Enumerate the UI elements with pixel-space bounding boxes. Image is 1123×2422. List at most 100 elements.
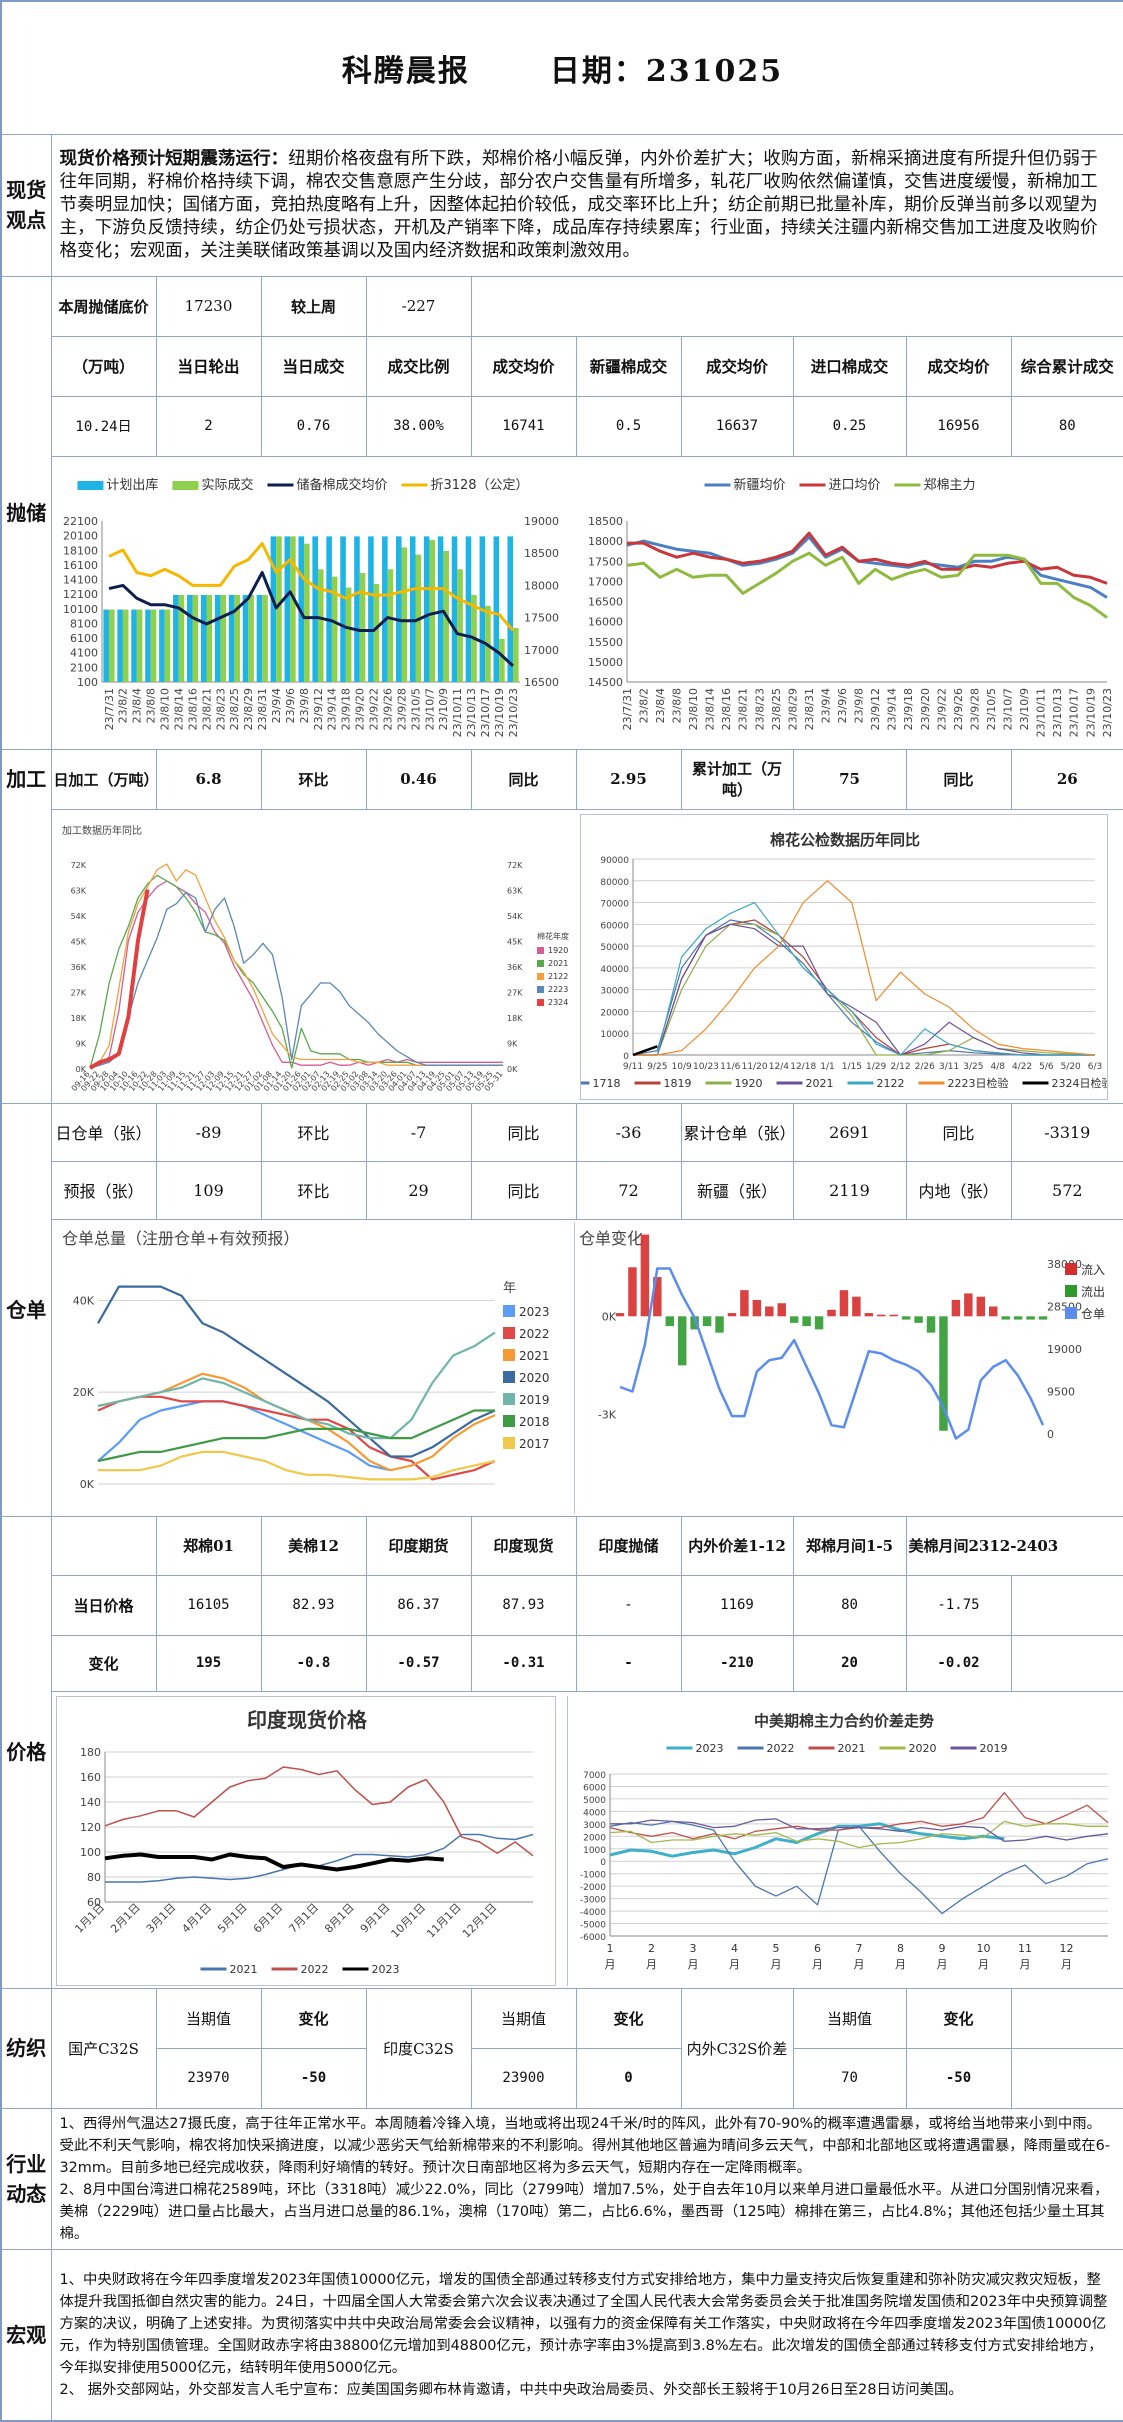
reserve-header: （万吨） [50, 335, 157, 397]
y-tick-label: 63K [70, 886, 86, 895]
x-tick-label: 3月1日 [143, 1900, 178, 1935]
processing-label: 同比 [470, 748, 577, 810]
price-change-value: - [575, 1634, 682, 1692]
x-tick-label: 23/9/18 [339, 688, 352, 730]
processing-label: 累计加工（万吨） [680, 748, 794, 810]
legend-label: 2023 [519, 1305, 550, 1319]
legend-label: 郑棉主力 [923, 478, 975, 493]
x-tick-label: 12/4 [768, 1062, 788, 1072]
y2-tick-label: 0 [1047, 1428, 1054, 1441]
series-line-2122 [632, 901, 1095, 1056]
y-tick-label: 0K [79, 1478, 94, 1491]
price-change-value: -0.8 [260, 1634, 367, 1692]
x-tick-label: 23/9/26 [381, 688, 394, 730]
textile-item-name: 国产C32S [50, 1987, 157, 2109]
bar-计划出库 [451, 535, 457, 682]
outflow-bar [1025, 1315, 1035, 1320]
textile-item-name: 印度C32S [365, 1987, 472, 2109]
price-header: 美棉月间2312-2403 [905, 1515, 1123, 1576]
series-line-2020 [609, 1820, 1108, 1848]
x-tick-label: 8 [897, 1942, 904, 1955]
x-tick-label: 23/10/17 [479, 688, 492, 737]
series-line-2019 [609, 1817, 1108, 1842]
x-tick-label: 23/10/7 [423, 688, 436, 730]
series-line-2021 [609, 1791, 1108, 1839]
y-tick-label: 7000 [583, 1771, 606, 1781]
price-header: 郑棉01 [155, 1515, 262, 1576]
reserve-header: 成交均价 [470, 335, 577, 397]
x-tick-label: 23/8/25 [228, 688, 241, 730]
bar-计划出库 [311, 535, 318, 682]
legend-label: 1819 [663, 1077, 691, 1090]
change-label: 变化 [905, 1987, 1012, 2049]
y2-tick-label: 18K [507, 1014, 523, 1023]
x-tick-label: 23/9/12 [311, 688, 324, 730]
x-tick-label: 2月1日 [108, 1900, 143, 1935]
x-tick-label: 11 [1018, 1942, 1032, 1955]
inflow-bar [777, 1302, 786, 1316]
y-tick-label: 16500 [588, 595, 623, 608]
x-tick-label: 10/9 [671, 1062, 691, 1072]
y2-tick-label: 19000 [524, 515, 559, 528]
y2-tick-label: 72K [507, 861, 523, 870]
textile-current-value: 23970 [155, 2047, 262, 2109]
y-tick-label: -6000 [579, 1933, 605, 1943]
label-macro: 宏观 [0, 2248, 52, 2422]
x-tick-label: 23/9/8 [297, 687, 310, 722]
y-tick-label: 72K [70, 861, 86, 870]
legend-label: 2020 [519, 1371, 550, 1385]
price-change-value: -210 [680, 1634, 794, 1692]
warehouse-label: 同比 [470, 1160, 577, 1220]
textile-change-value: -50 [260, 2047, 367, 2109]
warehouse-label: 累计仓单（张） [680, 1102, 794, 1162]
x-tick-label: 23/10/13 [465, 688, 478, 737]
x-tick-label: 4/8 [990, 1062, 1005, 1072]
bar-计划出库 [102, 609, 109, 682]
y-tick-label: 18500 [588, 515, 623, 528]
empty-cell [50, 1515, 157, 1576]
inflow-bar [739, 1289, 749, 1316]
chart-title: 中美期棉主力合约价差走势 [753, 1712, 933, 1730]
x-tick-label: 5月1日 [215, 1900, 250, 1935]
y-tick-label: 14100 [63, 573, 98, 586]
price-today-value: 80 [792, 1574, 907, 1636]
series-line-仓单 [619, 1266, 1044, 1440]
auction-chart: 1002100410061008100101001210014100161001… [63, 477, 559, 737]
x-tick-label: 23/8/31 [802, 688, 815, 730]
x-tick-label: 12 [1059, 1942, 1073, 1955]
outflow-bar [814, 1315, 823, 1329]
y2-tick-label: 36K [507, 963, 523, 972]
y-tick-label: -5000 [579, 1920, 605, 1930]
x-tick-label: 8月1日 [322, 1900, 357, 1935]
y-tick-label: 18K [70, 1014, 86, 1023]
x-tick-label: 23/8/25 [769, 688, 782, 730]
x-tick-label: 4月1日 [179, 1900, 214, 1935]
processing-value: 26 [1010, 748, 1123, 810]
x-tick-label: 23/10/17 [1067, 688, 1080, 737]
bar-实际成交 [289, 535, 296, 682]
price-change-value: -0.31 [470, 1634, 577, 1692]
y-tick-label: 12100 [63, 588, 98, 601]
x-tick-label: 7月1日 [286, 1900, 321, 1935]
x-tick-label: 23/10/19 [492, 688, 505, 737]
series-line-2023 [609, 1821, 1004, 1858]
warehouse-value: 2119 [792, 1160, 907, 1220]
price-header: 美棉12 [260, 1515, 367, 1576]
bar-实际成交 [401, 546, 407, 682]
outflow-bar [1000, 1315, 1010, 1320]
x-tick-label: 23/10/5 [409, 688, 422, 730]
legend-label: 新疆均价 [733, 477, 785, 493]
y-tick-label: 54K [70, 912, 86, 921]
macro-news-2: 2、 据外交部网站，外交部发言人毛宁宣布：应美国国务卿布林肯邀请，中共中央政治局… [59, 2381, 963, 2398]
empty-cell [1010, 1574, 1123, 1636]
price-header: 郑棉月间1-5 [792, 1515, 907, 1576]
legend-label: 2022 [519, 1327, 550, 1341]
y-tick-label: 2100 [70, 661, 98, 674]
outflow-bar [789, 1315, 798, 1323]
bar-实际成交 [331, 576, 337, 682]
bar-实际成交 [345, 587, 351, 682]
x-tick-label: 23/8/4 [653, 687, 666, 722]
inflow-bar [876, 1314, 885, 1316]
reserve-header: 成交均价 [905, 335, 1012, 397]
